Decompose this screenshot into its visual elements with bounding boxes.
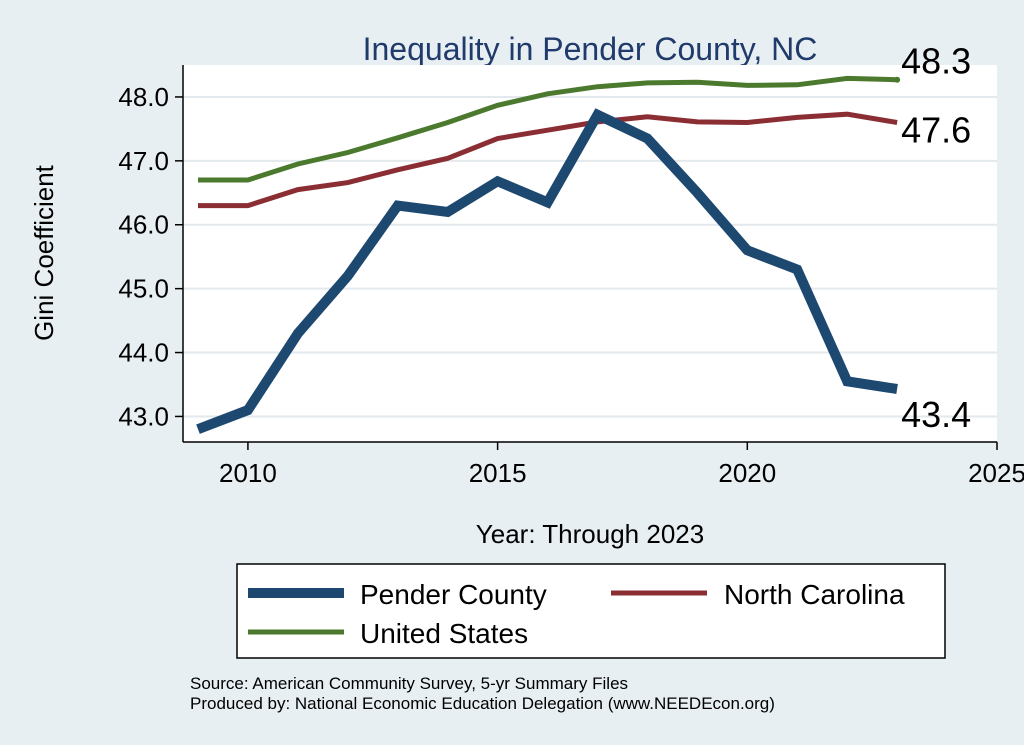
series-line-united-states <box>198 75 898 183</box>
y-axis-label: Gini Coefficient <box>29 164 59 341</box>
series-line-pender-county <box>196 108 898 434</box>
legend-label-north-carolina: North Carolina <box>724 579 905 610</box>
x-axis-label: Year: Through 2023 <box>476 519 704 549</box>
y-tick-label: 43.0 <box>118 401 169 431</box>
y-tick-label: 45.0 <box>118 274 169 304</box>
legend-label-pender-county: Pender County <box>360 579 547 610</box>
producer-note: Produced by: National Economic Education… <box>190 694 775 713</box>
end-labels: 43.4 47.6 48.3 <box>901 41 971 435</box>
legend: Pender County North Carolina United Stat… <box>236 563 946 659</box>
x-tick-label: 2015 <box>469 458 527 488</box>
y-tick-label: 47.0 <box>118 146 169 176</box>
series-line-north-carolina <box>198 111 898 209</box>
end-label-united-states: 48.3 <box>901 41 971 82</box>
end-label-pender-county: 43.4 <box>901 394 971 435</box>
y-tick-label: 44.0 <box>118 338 169 368</box>
x-tick-label: 2020 <box>718 458 776 488</box>
x-tick-label: 2025 <box>968 458 1024 488</box>
x-tick-label: 2010 <box>219 458 277 488</box>
axes: 43.0 44.0 45.0 46.0 47.0 48.0 2010 2015 2020 2025 <box>118 65 1024 488</box>
y-tick-label: 46.0 <box>118 210 169 240</box>
legend-label-united-states: United States <box>360 618 528 649</box>
legend-box <box>236 563 946 659</box>
y-tick-label: 48.0 <box>118 82 169 112</box>
end-label-north-carolina: 47.6 <box>901 110 971 151</box>
end-point-united-states <box>894 76 901 83</box>
series-lines <box>196 75 901 434</box>
chart-title: Inequality in Pender County, NC <box>363 31 818 67</box>
source-note: Source: American Community Survey, 5-yr … <box>190 674 628 693</box>
